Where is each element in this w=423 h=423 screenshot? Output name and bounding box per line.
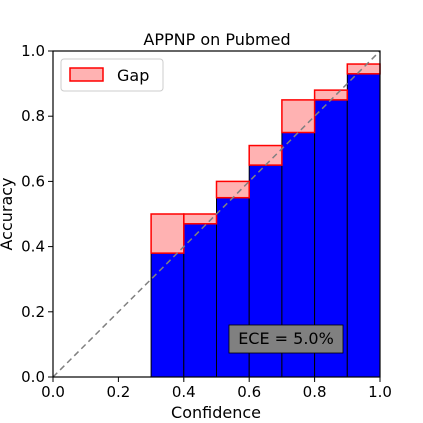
x-axis-label: Confidence	[171, 403, 261, 422]
y-tick-label: 1.0	[21, 42, 45, 60]
y-axis-label: Accuracy	[0, 177, 16, 250]
accuracy-bar	[150, 252, 185, 378]
gap-bar	[346, 63, 381, 75]
legend-gap-swatch	[69, 67, 104, 82]
ece-label: ECE = 5.0%	[238, 329, 334, 348]
legend-gap-label: Gap	[117, 66, 149, 85]
legend: Gap	[60, 58, 164, 92]
gaps-layer	[150, 63, 381, 254]
x-axis-ticks: 0.0 0.2 0.4 0.6 0.8 1.0	[41, 377, 392, 401]
perfect-calibration-line	[52, 50, 381, 378]
plot-frame	[52, 50, 381, 378]
gap-bar	[150, 213, 185, 254]
gap-bar	[313, 89, 349, 101]
accuracy-bar	[346, 73, 381, 378]
x-tick-label: 0.8	[303, 383, 327, 401]
x-tick-label: 1.0	[368, 383, 392, 401]
y-tick-label: 0.4	[21, 238, 45, 256]
x-tick-label: 0.2	[106, 383, 130, 401]
chart-title: APPNP on Pubmed	[143, 30, 290, 49]
legend-box	[60, 58, 164, 92]
gap-bar	[281, 99, 316, 134]
ece-annotation: ECE = 5.0%	[228, 324, 344, 354]
accuracy-bar	[183, 223, 218, 378]
y-tick-label: 0.8	[21, 107, 45, 125]
gap-bar	[248, 144, 283, 166]
y-tick-label: 0.0	[21, 368, 45, 386]
x-tick-label: 0.4	[172, 383, 196, 401]
ece-box	[228, 324, 344, 354]
gap-bar	[183, 213, 218, 225]
y-tick-label: 0.6	[21, 172, 45, 190]
x-tick-label: 0.6	[237, 383, 261, 401]
y-tick-label: 0.2	[21, 303, 45, 321]
y-axis-ticks: 0.0 0.2 0.4 0.6 0.8 1.0	[21, 42, 53, 386]
gap-bar	[215, 180, 250, 199]
x-tick-label: 0.0	[41, 383, 65, 401]
